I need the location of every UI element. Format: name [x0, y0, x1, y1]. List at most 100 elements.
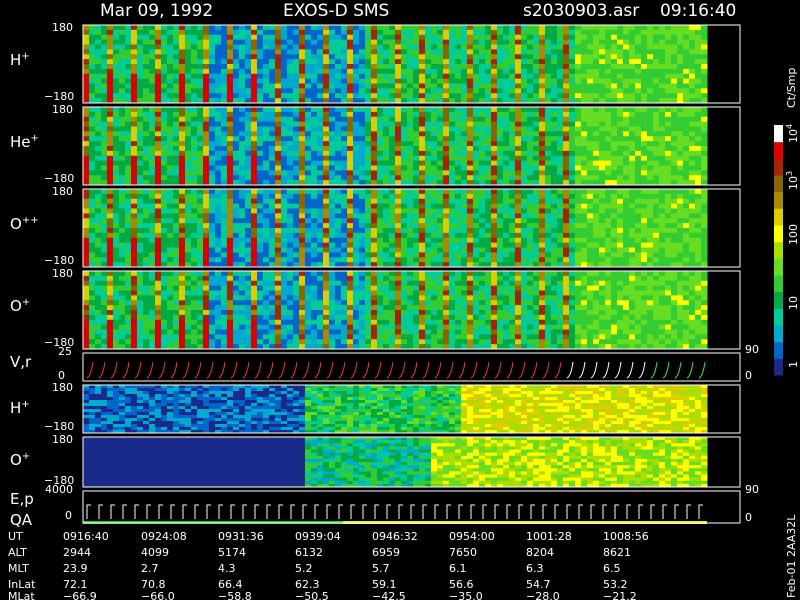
ion-panel-2-cell: [665, 252, 672, 258]
ion-panel-0-cell: [215, 64, 222, 70]
ion-panel-2-cell: [683, 232, 690, 239]
ion-panel-2-cell: [233, 252, 240, 258]
ion-panel-0-cell: [653, 25, 660, 31]
ion-panel-1-cell: [623, 136, 630, 142]
ion-panel-0-cell: [653, 78, 660, 84]
ion-panel-0-cell: [137, 98, 144, 104]
ion-panel-0-cell: [461, 93, 468, 99]
ion-panel-0-cell: [563, 68, 570, 75]
ion-panel-1-cell: [479, 107, 486, 113]
ion-panel-2-cell: [497, 193, 504, 200]
ion-panel-1-cell: [251, 175, 258, 181]
ion-panel-2-cell: [311, 208, 318, 214]
ion-panel-2-cell: [689, 262, 696, 268]
ion-panel-2-cell: [113, 262, 120, 268]
ion-panel-1-cell: [173, 131, 180, 137]
ion-panel-0-cell: [551, 25, 558, 31]
ion-panel-0-cell: [407, 78, 414, 84]
ion-panel-0-cell: [89, 34, 96, 41]
ion-panel-0-cell: [287, 29, 294, 36]
ion-panel-2-cell: [89, 232, 96, 239]
ion-panel-1-cell: [611, 126, 618, 132]
ion-panel-1-cell: [251, 111, 258, 118]
ion-panel-1-cell: [455, 141, 462, 147]
ion-panel-1-cell: [599, 180, 606, 186]
ion-panel-0-cell: [161, 44, 168, 50]
ion-panel-0-cell: [533, 59, 540, 65]
ion-panel-0-cell: [227, 88, 234, 94]
ion-panel-2-cell: [281, 237, 288, 244]
ion-panel-2-cell: [509, 232, 516, 239]
ion-panel-2-cell: [431, 252, 438, 258]
ion-panel-1-cell: [413, 126, 420, 132]
ion-panel-1-cell: [251, 126, 258, 132]
ion-panel-0-cell: [221, 59, 228, 65]
ion-panel-1-cell: [239, 136, 246, 142]
ion-panel-1-cell: [509, 180, 516, 186]
ion-panel-1-cell: [137, 150, 144, 157]
ion-panel-1-cell: [419, 131, 426, 137]
ion-panel-2-cell: [503, 193, 510, 200]
ion-panel-1-cell: [437, 165, 444, 171]
ion-panel-0-cell: [701, 73, 708, 80]
ion-panel-0-cell: [515, 34, 522, 41]
ion-panel-1-cell: [209, 141, 216, 147]
ion-panel-2-cell: [539, 247, 546, 253]
ion-panel-1-cell: [119, 136, 126, 142]
ion-panel-0-cell: [587, 34, 594, 41]
ion-panel-0-cell: [389, 39, 396, 45]
ion-panel-2-cell: [287, 193, 294, 200]
ion-panel-1-cell: [479, 141, 486, 147]
ion-panel-2-cell: [401, 189, 408, 195]
ion-panel-1-cell: [101, 170, 108, 176]
ion-panel-2-cell: [563, 193, 570, 200]
ion-panel-2-cell: [209, 198, 216, 205]
ion-panel-2-cell: [509, 193, 516, 200]
ion-panel-1-cell: [623, 146, 630, 152]
ion-panel-1-cell: [581, 146, 588, 152]
ion-panel-2-cell: [449, 208, 456, 214]
ion-panel-1-cell: [521, 155, 528, 162]
ion-panel-1-cell: [215, 175, 222, 181]
ion-panel-0-cell: [551, 88, 558, 94]
ion-panel-2-cell: [137, 203, 144, 209]
ion-panel-2-cell: [701, 189, 708, 195]
ion-panel-2-cell: [275, 223, 282, 229]
ion-panel-2-cell: [293, 218, 300, 224]
ion-panel-0-cell: [143, 83, 150, 89]
ion-panel-2-cell: [371, 237, 378, 244]
ion-panel-2-cell: [329, 193, 336, 200]
ion-panel-2-cell: [161, 242, 168, 248]
ion-panel-0-cell: [371, 64, 378, 70]
ion-panel-0-cell: [533, 39, 540, 45]
ion-panel-1-cell: [323, 155, 330, 162]
ion-panel-2-cell: [281, 247, 288, 253]
ion-panel-0-cell: [701, 59, 708, 65]
ion-panel-1-cell: [593, 131, 600, 137]
ion-panel-2-cell: [485, 247, 492, 253]
ion-panel-0-cell: [461, 64, 468, 70]
ion-panel-1-cell: [515, 146, 522, 152]
ion-panel-1-cell: [173, 175, 180, 181]
ion-panel-0-cell: [617, 49, 624, 55]
ion-panel-2-cell: [197, 193, 204, 200]
ion-panel-2-cell: [389, 213, 396, 219]
ion-panel-2-cell: [605, 218, 612, 224]
ion-panel-0-cell: [311, 64, 318, 70]
ion-panel-0-cell: [83, 49, 90, 55]
ion-panel-1-cell: [209, 150, 216, 157]
ion-panel-0-cell: [473, 73, 480, 80]
ion-panel-0-cell: [227, 49, 234, 55]
ion-panel-2-cell: [455, 242, 462, 248]
ion-panel-1-cell: [527, 116, 534, 123]
ion-panel-0-cell: [191, 44, 198, 50]
ion-panel-0-cell: [647, 93, 654, 99]
ion-panel-0-cell: [593, 34, 600, 41]
ion-panel-2-cell: [605, 193, 612, 200]
ion-panel-0-cell: [281, 98, 288, 104]
ion-panel-0-cell: [95, 83, 102, 89]
ion-panel-0-cell: [659, 78, 666, 84]
ion-panel-1-cell: [287, 150, 294, 157]
ion-panel-0-cell: [245, 93, 252, 99]
ion-panel-2-cell: [263, 198, 270, 205]
